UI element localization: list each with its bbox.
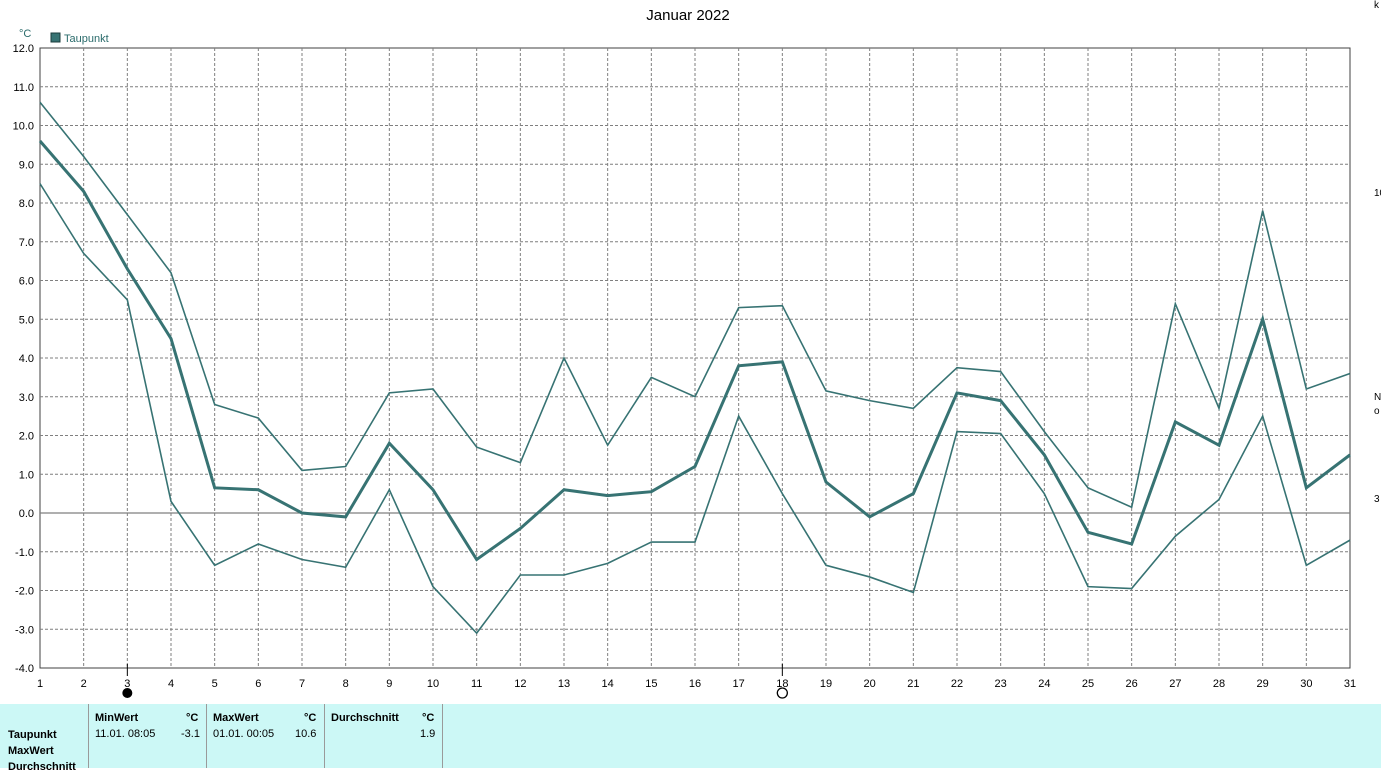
stats-value: 1.9	[420, 728, 436, 740]
stats-header: MinWert	[95, 712, 139, 724]
stats-col-minwert: MinWert °C 11.01. 08:05 -3.1	[88, 704, 206, 768]
legend-label: Taupunkt	[64, 33, 109, 45]
x-tick-label: 3	[124, 678, 130, 690]
x-tick-label: 15	[645, 678, 657, 690]
stats-value: 10.6	[295, 728, 317, 740]
stats-unit: °C	[186, 712, 199, 724]
x-tick-label: 7	[299, 678, 305, 690]
x-tick-label: 30	[1300, 678, 1312, 690]
y-tick-label: 9.0	[19, 159, 34, 171]
y-tick-label: 7.0	[19, 237, 34, 249]
y-tick-label: 11.0	[13, 82, 34, 94]
side-fragment: 3	[1374, 494, 1380, 505]
full-moon-icon	[776, 687, 788, 699]
x-tick-label: 5	[212, 678, 218, 690]
y-tick-label: -2.0	[15, 586, 34, 598]
y-tick-label: 0.0	[19, 508, 34, 520]
y-axis: 12.0 11.0 10.0 9.0 8.0 7.0 6.0 5.0 4.0 3.0 2.0 1.0 0…	[13, 43, 34, 675]
x-tick-label: 27	[1169, 678, 1181, 690]
stats-col-durchschnitt: Durchschnitt °C 1.9	[324, 704, 443, 768]
x-tick-label: 6	[255, 678, 261, 690]
window-edge-strip: k 10 Ne o 3	[1374, 0, 1381, 768]
grid	[40, 48, 1350, 668]
stats-row-taupunkt: Taupunkt	[8, 729, 57, 741]
y-tick-label: 5.0	[19, 314, 34, 326]
y-axis-unit: °C	[19, 28, 31, 40]
x-tick-label: 21	[907, 678, 919, 690]
stats-value: -3.1	[181, 728, 200, 740]
y-tick-label: 8.0	[19, 198, 34, 210]
stats-unit: °C	[304, 712, 317, 724]
x-tick-label: 28	[1213, 678, 1225, 690]
x-tick-label: 31	[1344, 678, 1356, 690]
stats-datetime: 11.01. 08:05	[95, 728, 156, 740]
side-fragment: 10	[1374, 188, 1381, 199]
side-fragment: o	[1374, 406, 1380, 417]
side-fragment: Ne	[1374, 392, 1381, 403]
x-tick-label: 16	[689, 678, 701, 690]
y-tick-label: 1.0	[19, 469, 34, 481]
y-tick-label: 12.0	[13, 43, 34, 55]
series-lines	[38, 101, 1351, 635]
stats-col-maxwert: MaxWert °C 01.01. 00:05 10.6	[206, 704, 324, 768]
x-tick-label: 20	[864, 678, 876, 690]
x-tick-label: 10	[427, 678, 439, 690]
x-tick-label: 19	[820, 678, 832, 690]
y-tick-label: 10.0	[13, 121, 34, 133]
series-line-min	[39, 183, 1351, 635]
x-tick-label: 11	[471, 678, 482, 690]
y-tick-label: 6.0	[19, 276, 34, 288]
series-line-mean	[38, 140, 1351, 562]
x-tick-label: 25	[1082, 678, 1094, 690]
stats-row-maxwert: MaxWert	[8, 745, 54, 757]
x-tick-label: 12	[514, 678, 526, 690]
y-tick-label: -3.0	[15, 624, 34, 636]
stats-header: MaxWert	[213, 712, 259, 724]
y-tick-label: 3.0	[19, 392, 34, 404]
stats-unit: °C	[422, 712, 435, 724]
x-tick-label: 23	[995, 678, 1007, 690]
stats-panel: Taupunkt MaxWert Durchschnitt MinWert °C…	[0, 704, 1381, 773]
stats-header: Durchschnitt	[331, 712, 399, 724]
x-tick-label: 29	[1257, 678, 1269, 690]
x-axis: 1 2 3 4 5 6 7 8 9 10 11 12 13 14 15 16 17 18 19 20 21 22 23 24 2…	[37, 678, 1356, 690]
y-tick-label: -1.0	[15, 547, 34, 559]
moon-markers	[122, 664, 788, 699]
x-tick-label: 26	[1126, 678, 1138, 690]
x-tick-label: 22	[951, 678, 963, 690]
new-moon-icon	[122, 688, 133, 698]
x-tick-label: 13	[558, 678, 570, 690]
x-tick-label: 4	[168, 678, 174, 690]
x-tick-label: 14	[602, 678, 614, 690]
stats-datetime: 01.01. 00:05	[213, 728, 275, 740]
legend-swatch-icon	[50, 32, 61, 43]
y-tick-label: -4.0	[15, 663, 34, 675]
x-tick-label: 2	[81, 678, 87, 690]
x-tick-label: 18	[776, 678, 788, 690]
series-line-max	[39, 101, 1351, 509]
y-tick-label: 2.0	[19, 431, 34, 443]
y-tick-label: 4.0	[19, 353, 34, 365]
chart: Januar 2022 °C Taupunkt 12.011.010.09.08…	[13, 7, 1356, 699]
x-tick-label: 1	[37, 678, 43, 690]
x-tick-label: 24	[1038, 678, 1050, 690]
x-tick-label: 9	[386, 678, 392, 690]
side-fragment: k	[1374, 0, 1379, 11]
x-tick-label: 8	[343, 678, 349, 690]
x-tick-label: 17	[733, 678, 745, 690]
stats-row-durchschnitt: Durchschnitt	[8, 761, 76, 773]
chart-title: Januar 2022	[646, 7, 729, 24]
